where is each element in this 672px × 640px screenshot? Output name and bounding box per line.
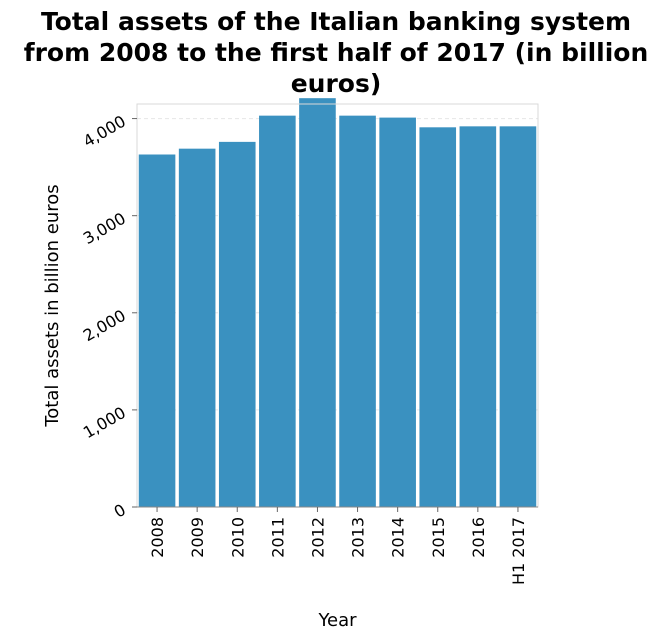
bar-2013 (339, 115, 376, 507)
x-tick-label: 2011 (268, 517, 287, 558)
x-tick-label: 2014 (389, 517, 408, 558)
x-axis-label: Year (317, 610, 357, 631)
x-tick-label: 2016 (469, 517, 488, 558)
bar-2014 (379, 117, 416, 507)
bar-2012 (299, 98, 336, 507)
x-tick-label: H1 2017 (509, 517, 528, 585)
bar-2008 (138, 154, 176, 507)
bar-2009 (178, 148, 216, 508)
y-tick-label: 2,000 (80, 306, 129, 345)
chart-title: Total assets of the Italian banking syst… (23, 7, 649, 98)
bar-h1-2017 (499, 126, 537, 508)
bar-2010 (218, 141, 256, 507)
bars (138, 98, 537, 508)
bar-2011 (259, 115, 296, 507)
x-tick-label: 2008 (148, 517, 167, 558)
bar-2015 (419, 127, 457, 507)
y-tick-label: 3,000 (80, 209, 129, 248)
y-tick-label: 0 (111, 500, 129, 522)
x-tick-label: 2010 (228, 517, 247, 558)
x-tick-label: 2009 (188, 517, 207, 558)
x-tick-label: 2013 (349, 517, 368, 558)
x-tick-label: 2012 (308, 517, 327, 558)
y-tick-label: 4,000 (80, 112, 129, 151)
x-tick-label: 2015 (429, 517, 448, 558)
y-tick-label: 1,000 (80, 403, 129, 442)
y-axis-label: Total assets in billion euros (42, 184, 63, 427)
bar-2016 (459, 126, 497, 508)
